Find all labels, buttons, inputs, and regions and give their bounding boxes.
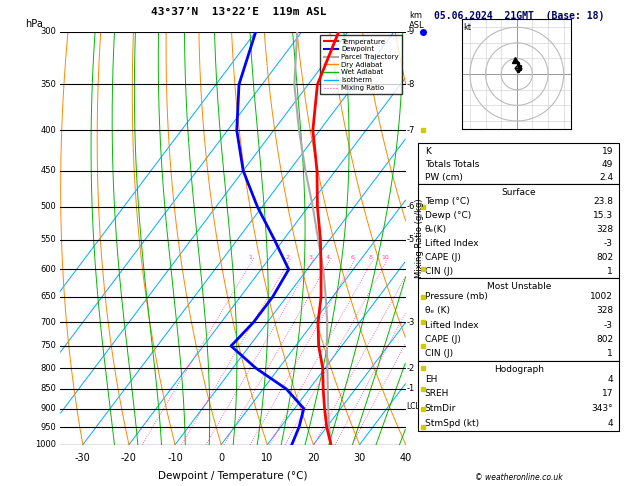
Text: 2.4: 2.4 [599,173,613,182]
Text: 6: 6 [350,255,355,260]
Text: 900: 900 [40,404,57,413]
Bar [418,361,620,431]
Text: 328: 328 [596,306,613,315]
Text: LCL: LCL [407,402,421,411]
Text: SREH: SREH [425,389,449,399]
Text: Mixing Ratio (g/kg): Mixing Ratio (g/kg) [415,198,424,278]
Text: 800: 800 [40,364,57,373]
Text: Dewpoint / Temperature (°C): Dewpoint / Temperature (°C) [158,471,308,482]
Text: -10: -10 [167,453,183,463]
Text: -3: -3 [604,321,613,330]
Legend: Temperature, Dewpoint, Parcel Trajectory, Dry Adiabat, Wet Adiabat, Isotherm, Mi: Temperature, Dewpoint, Parcel Trajectory… [320,35,402,94]
Text: -7: -7 [407,126,415,135]
Text: 30: 30 [353,453,365,463]
Text: 1000: 1000 [35,440,57,449]
Text: -9: -9 [407,27,415,36]
Text: 4: 4 [326,255,330,260]
Text: EH: EH [425,375,437,383]
Text: 20: 20 [307,453,320,463]
Bar [418,184,620,278]
Text: Lifted Index: Lifted Index [425,321,479,330]
Text: 300: 300 [40,27,57,36]
Text: 600: 600 [40,265,57,274]
Text: 1: 1 [607,349,613,358]
Text: -30: -30 [75,453,91,463]
Text: θₑ (K): θₑ (K) [425,306,450,315]
Text: 950: 950 [40,423,57,432]
Text: 19: 19 [601,147,613,156]
Text: Dewp (°C): Dewp (°C) [425,211,471,220]
Text: Totals Totals: Totals Totals [425,160,479,169]
Text: 23.8: 23.8 [593,197,613,206]
Text: 49: 49 [602,160,613,169]
Text: 05.06.2024  21GMT  (Base: 18): 05.06.2024 21GMT (Base: 18) [434,11,604,21]
Text: 15.3: 15.3 [593,211,613,220]
Text: 1: 1 [248,255,252,260]
Text: Surface: Surface [501,188,537,197]
Text: Lifted Index: Lifted Index [425,239,479,248]
Text: © weatheronline.co.uk: © weatheronline.co.uk [475,472,563,482]
Text: θₑ(K): θₑ(K) [425,225,447,234]
Text: Hodograph: Hodograph [494,365,544,374]
Text: CAPE (J): CAPE (J) [425,335,460,344]
Text: -2: -2 [407,364,415,373]
Text: 1002: 1002 [590,292,613,301]
Text: 802: 802 [596,335,613,344]
Text: 40: 40 [399,453,412,463]
Text: 700: 700 [40,318,57,327]
Text: -5: -5 [407,235,415,244]
Text: K: K [425,147,431,156]
Text: StmSpd (kt): StmSpd (kt) [425,419,479,428]
Text: kt: kt [464,22,472,32]
Text: PW (cm): PW (cm) [425,173,463,182]
Text: 550: 550 [40,235,57,244]
Text: -1: -1 [407,384,415,394]
Text: 400: 400 [40,126,57,135]
Text: 4: 4 [608,375,613,383]
Text: CAPE (J): CAPE (J) [425,253,460,262]
Text: 3: 3 [309,255,313,260]
Text: 4: 4 [608,419,613,428]
Text: 17: 17 [601,389,613,399]
Text: 1: 1 [607,267,613,276]
Text: km
ASL: km ASL [409,12,425,30]
Text: 10: 10 [381,255,389,260]
Text: 750: 750 [40,342,57,350]
Text: StmDir: StmDir [425,404,456,413]
Bar [418,143,620,184]
Text: 2: 2 [286,255,290,260]
Text: -8: -8 [407,80,415,89]
Text: -3: -3 [604,239,613,248]
Text: 43°37’N  13°22’E  119m ASL: 43°37’N 13°22’E 119m ASL [151,7,327,17]
Text: Most Unstable: Most Unstable [487,282,551,292]
Text: -6: -6 [407,202,415,211]
Text: CIN (J): CIN (J) [425,267,453,276]
Text: 10: 10 [261,453,274,463]
Text: Pressure (mb): Pressure (mb) [425,292,487,301]
Text: -3: -3 [407,318,415,327]
Text: Temp (°C): Temp (°C) [425,197,469,206]
Bar [418,278,620,361]
Text: hPa: hPa [25,19,43,29]
Text: 8: 8 [369,255,372,260]
Text: 0: 0 [218,453,225,463]
Text: 500: 500 [40,202,57,211]
Text: CIN (J): CIN (J) [425,349,453,358]
Text: 350: 350 [40,80,57,89]
Text: 343°: 343° [591,404,613,413]
Text: 802: 802 [596,253,613,262]
Text: 450: 450 [40,166,57,175]
Text: 328: 328 [596,225,613,234]
Text: 650: 650 [40,293,57,301]
Text: 850: 850 [40,384,57,394]
Text: -20: -20 [121,453,137,463]
